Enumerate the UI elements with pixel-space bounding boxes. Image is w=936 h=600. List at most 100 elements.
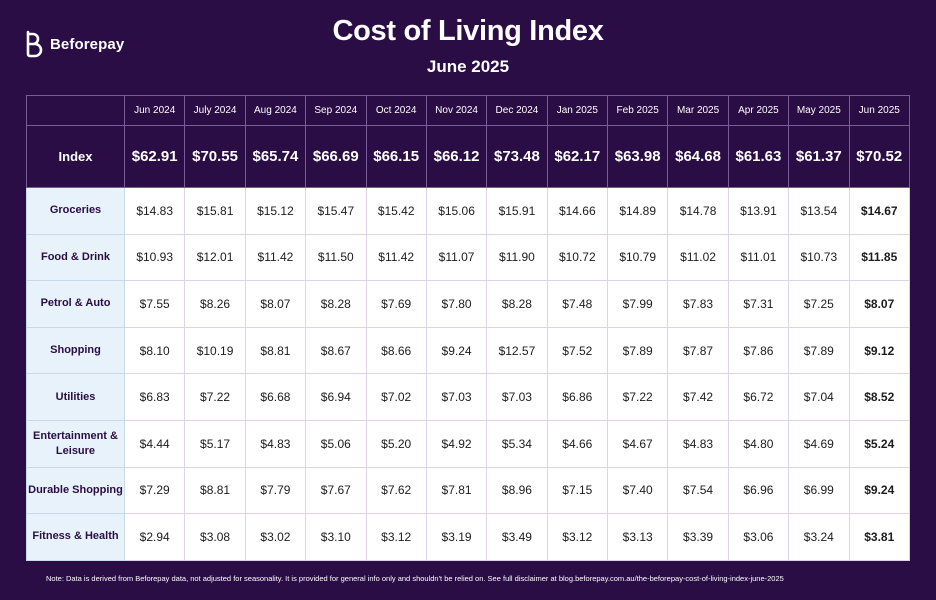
value-cell: $14.83 bbox=[123, 187, 186, 235]
column-header: May 2025 bbox=[788, 95, 850, 126]
category-label: Durable Shopping bbox=[26, 466, 125, 515]
value-cell: $3.13 bbox=[606, 513, 669, 561]
category-label: Entertainment & Leisure bbox=[26, 419, 125, 468]
category-row: Entertainment & Leisure $4.44 $5.17 $4.83 $5… bbox=[26, 419, 910, 468]
column-header: Nov 2024 bbox=[425, 95, 488, 126]
index-value-cell: $63.98 bbox=[606, 125, 669, 188]
value-cell: $10.72 bbox=[546, 233, 609, 282]
value-cell: $7.03 bbox=[425, 373, 488, 421]
index-value-cell: $66.15 bbox=[365, 125, 427, 188]
value-cell: $7.99 bbox=[606, 280, 669, 328]
value-cell: $4.83 bbox=[244, 419, 307, 468]
value-cell: $3.12 bbox=[546, 513, 609, 561]
value-cell: $7.83 bbox=[667, 280, 729, 328]
category-row: Fitness & Health $2.94 $3.08 $3.02 $3.10 $3.1… bbox=[26, 513, 910, 561]
value-cell: $14.67 bbox=[848, 187, 910, 235]
value-cell: $9.24 bbox=[848, 466, 910, 515]
column-header: Sep 2024 bbox=[305, 95, 367, 126]
value-cell: $7.40 bbox=[606, 466, 669, 515]
index-section: Index $62.91 $70.55 $65.74 $66.69 $66.15 $66.1… bbox=[26, 125, 910, 188]
value-cell: $13.91 bbox=[727, 187, 790, 235]
value-cell: $3.06 bbox=[727, 513, 790, 561]
value-cell: $8.28 bbox=[486, 280, 548, 328]
value-cell: $7.80 bbox=[425, 280, 488, 328]
value-cell: $12.01 bbox=[184, 233, 246, 282]
index-value-cell: $70.52 bbox=[848, 125, 910, 188]
value-cell: $9.24 bbox=[425, 326, 488, 375]
corner-cell bbox=[26, 95, 125, 126]
disclaimer-note: Note: Data is derived from Beforepay dat… bbox=[46, 574, 784, 583]
value-cell: $7.62 bbox=[365, 466, 427, 515]
value-cell: $7.54 bbox=[667, 466, 729, 515]
column-header: Oct 2024 bbox=[365, 95, 427, 126]
category-label: Food & Drink bbox=[26, 233, 125, 282]
value-cell: $11.42 bbox=[365, 233, 427, 282]
column-header: Jun 2025 bbox=[848, 95, 910, 126]
category-row: Groceries $14.83 $15.81 $15.12 $15.47 $15.42 $… bbox=[26, 187, 910, 235]
value-cell: $6.99 bbox=[788, 466, 850, 515]
index-value-cell: $66.12 bbox=[425, 125, 488, 188]
value-cell: $3.81 bbox=[848, 513, 910, 561]
category-row: Shopping $8.10 $10.19 $8.81 $8.67 $8.66 $9.24 $… bbox=[26, 326, 910, 375]
category-row: Petrol & Auto $7.55 $8.26 $8.07 $8.28 $7.69 $7… bbox=[26, 280, 910, 328]
value-cell: $7.04 bbox=[788, 373, 850, 421]
value-cell: $8.66 bbox=[365, 326, 427, 375]
value-cell: $15.12 bbox=[244, 187, 307, 235]
index-value-cell: $65.74 bbox=[244, 125, 307, 188]
value-cell: $5.34 bbox=[486, 419, 548, 468]
value-cell: $7.42 bbox=[667, 373, 729, 421]
column-header: Aug 2024 bbox=[244, 95, 307, 126]
value-cell: $15.06 bbox=[425, 187, 488, 235]
value-cell: $14.78 bbox=[667, 187, 729, 235]
value-cell: $2.94 bbox=[123, 513, 186, 561]
value-cell: $8.07 bbox=[244, 280, 307, 328]
category-label: Groceries bbox=[26, 187, 125, 235]
value-cell: $7.48 bbox=[546, 280, 609, 328]
category-label: Fitness & Health bbox=[26, 513, 125, 561]
column-header: Feb 2025 bbox=[606, 95, 669, 126]
value-cell: $3.02 bbox=[244, 513, 307, 561]
index-value-cell: $61.63 bbox=[727, 125, 790, 188]
value-cell: $7.55 bbox=[123, 280, 186, 328]
value-cell: $3.08 bbox=[184, 513, 246, 561]
value-cell: $6.72 bbox=[727, 373, 790, 421]
value-cell: $5.24 bbox=[848, 419, 910, 468]
value-cell: $7.03 bbox=[486, 373, 548, 421]
value-cell: $7.86 bbox=[727, 326, 790, 375]
category-row: Utilities $6.83 $7.22 $6.68 $6.94 $7.02 $7.03 $… bbox=[26, 373, 910, 421]
index-value-cell: $61.37 bbox=[788, 125, 850, 188]
value-cell: $12.57 bbox=[486, 326, 548, 375]
value-cell: $7.67 bbox=[305, 466, 367, 515]
value-cell: $8.67 bbox=[305, 326, 367, 375]
value-cell: $8.28 bbox=[305, 280, 367, 328]
value-cell: $9.12 bbox=[848, 326, 910, 375]
value-cell: $7.87 bbox=[667, 326, 729, 375]
value-cell: $4.69 bbox=[788, 419, 850, 468]
value-cell: $3.19 bbox=[425, 513, 488, 561]
index-row: Index $62.91 $70.55 $65.74 $66.69 $66.15 $66.1… bbox=[26, 125, 910, 188]
value-cell: $3.39 bbox=[667, 513, 729, 561]
value-cell: $5.17 bbox=[184, 419, 246, 468]
value-cell: $4.83 bbox=[667, 419, 729, 468]
index-value-cell: $70.55 bbox=[184, 125, 246, 188]
value-cell: $10.79 bbox=[606, 233, 669, 282]
value-cell: $11.85 bbox=[848, 233, 910, 282]
category-section: Groceries $14.83 $15.81 $15.12 $15.47 $15.42 $… bbox=[26, 187, 910, 561]
index-value-cell: $62.91 bbox=[123, 125, 186, 188]
value-cell: $11.07 bbox=[425, 233, 488, 282]
value-cell: $11.42 bbox=[244, 233, 307, 282]
value-cell: $10.19 bbox=[184, 326, 246, 375]
index-value-cell: $62.17 bbox=[546, 125, 609, 188]
index-value-cell: $66.69 bbox=[305, 125, 367, 188]
category-row: Durable Shopping $7.29 $8.81 $7.79 $7.67 $7.6… bbox=[26, 466, 910, 515]
cost-of-living-table: Jun 2024 July 2024 Aug 2024 Sep 2024 Oct 202… bbox=[26, 95, 910, 561]
column-header: Dec 2024 bbox=[486, 95, 548, 126]
value-cell: $7.79 bbox=[244, 466, 307, 515]
column-header: July 2024 bbox=[184, 95, 246, 126]
value-cell: $4.66 bbox=[546, 419, 609, 468]
value-cell: $8.96 bbox=[486, 466, 548, 515]
value-cell: $15.81 bbox=[184, 187, 246, 235]
value-cell: $7.69 bbox=[365, 280, 427, 328]
value-cell: $11.90 bbox=[486, 233, 548, 282]
brand-name: Beforepay bbox=[50, 35, 125, 53]
